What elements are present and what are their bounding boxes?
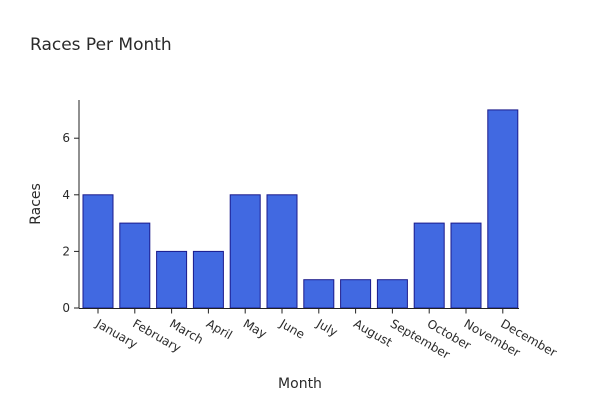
bar-september (376, 279, 408, 309)
x-tick-label-august: August (351, 316, 395, 349)
bar-july (303, 279, 335, 309)
x-tick-label-may: May (241, 316, 269, 341)
y-tick-label: 2 (62, 244, 70, 258)
x-tick-label-june: June (277, 316, 308, 342)
y-tick-label: 4 (62, 188, 70, 202)
bar-march (156, 250, 188, 309)
bar-february (119, 222, 151, 309)
bar-june (266, 194, 298, 309)
bar-april (192, 250, 224, 309)
x-axis-title: Month (278, 376, 322, 392)
bar-january (82, 194, 114, 309)
x-tick-label-july: July (313, 316, 340, 339)
y-tick-label: 6 (62, 131, 70, 145)
bar-august (340, 279, 372, 309)
x-tick-label-april: April (204, 316, 235, 342)
chart-title: Races Per Month (30, 35, 172, 55)
bar-october (413, 222, 445, 309)
bar-may (229, 194, 261, 309)
y-axis-title: Races (28, 183, 44, 225)
bar-november (450, 222, 482, 309)
bar-december (487, 109, 519, 309)
y-tick-label: 0 (62, 301, 70, 315)
x-tick-label-january: January (93, 316, 140, 351)
